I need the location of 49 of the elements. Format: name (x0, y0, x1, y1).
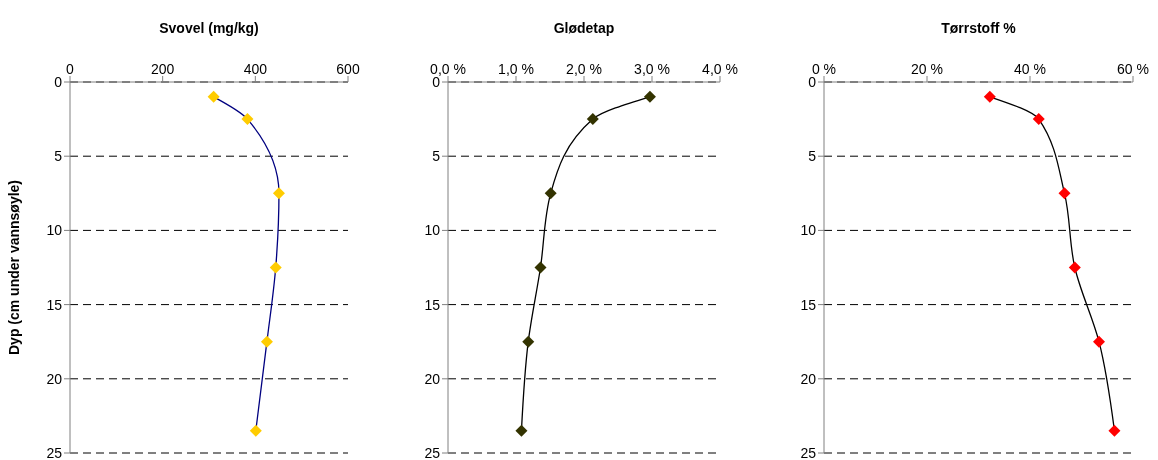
point (1093, 335, 1106, 348)
y-tick-label: 10 (800, 222, 817, 239)
x-tick-label: 0 (66, 61, 75, 77)
y-tick-label: 25 (800, 444, 817, 460)
point (534, 261, 547, 274)
y-tick-label: 5 (432, 148, 441, 165)
x-tick-label: 200 (150, 61, 175, 77)
x-tick-label: 400 (243, 61, 268, 77)
y-axis-title: Dyp (cm under vannsøyle) (5, 179, 22, 356)
point (207, 90, 220, 103)
y-tick-label: 15 (46, 296, 63, 313)
point (515, 424, 528, 437)
y-tick-label: 15 (800, 296, 817, 313)
y-tick-label: 20 (46, 370, 63, 387)
y-tick-label: 25 (46, 444, 63, 460)
y-tick-label: 10 (424, 222, 441, 239)
chart-title: Tørrstoff % (941, 20, 1016, 36)
point (586, 113, 599, 126)
x-tick-label: 20 % (911, 61, 943, 77)
point (1032, 113, 1045, 126)
x-tick-label: 60 % (1117, 61, 1149, 77)
chart-title: Svovel (mg/kg) (159, 20, 259, 36)
point (1108, 424, 1121, 437)
point (241, 113, 254, 126)
x-tick-label: 600 (336, 61, 360, 77)
x-tick-label: 2,0 % (566, 61, 602, 77)
y-tick-label: 5 (808, 148, 817, 165)
point (1058, 187, 1071, 200)
point (260, 335, 273, 348)
chart-title: Glødetap (553, 20, 615, 36)
y-tick-label: 20 (800, 370, 817, 387)
x-tick-label: 40 % (1014, 61, 1046, 77)
y-tick-label: 20 (424, 370, 441, 387)
y-tick-label: 0 (54, 73, 63, 90)
x-tick-label: 4,0 % (702, 61, 738, 77)
point (269, 261, 282, 274)
point (272, 187, 285, 200)
point (643, 90, 656, 103)
point (544, 187, 557, 200)
x-tick-label: 3,0 % (634, 61, 670, 77)
y-tick-label: 10 (46, 222, 63, 239)
x-tick-label: 1,0 % (498, 61, 534, 77)
point (249, 424, 262, 437)
point (983, 90, 996, 103)
y-tick-label: 5 (54, 148, 63, 165)
y-tick-label: 15 (424, 296, 441, 313)
y-tick-label: 25 (424, 444, 441, 460)
point (1068, 261, 1081, 274)
point (522, 335, 535, 348)
